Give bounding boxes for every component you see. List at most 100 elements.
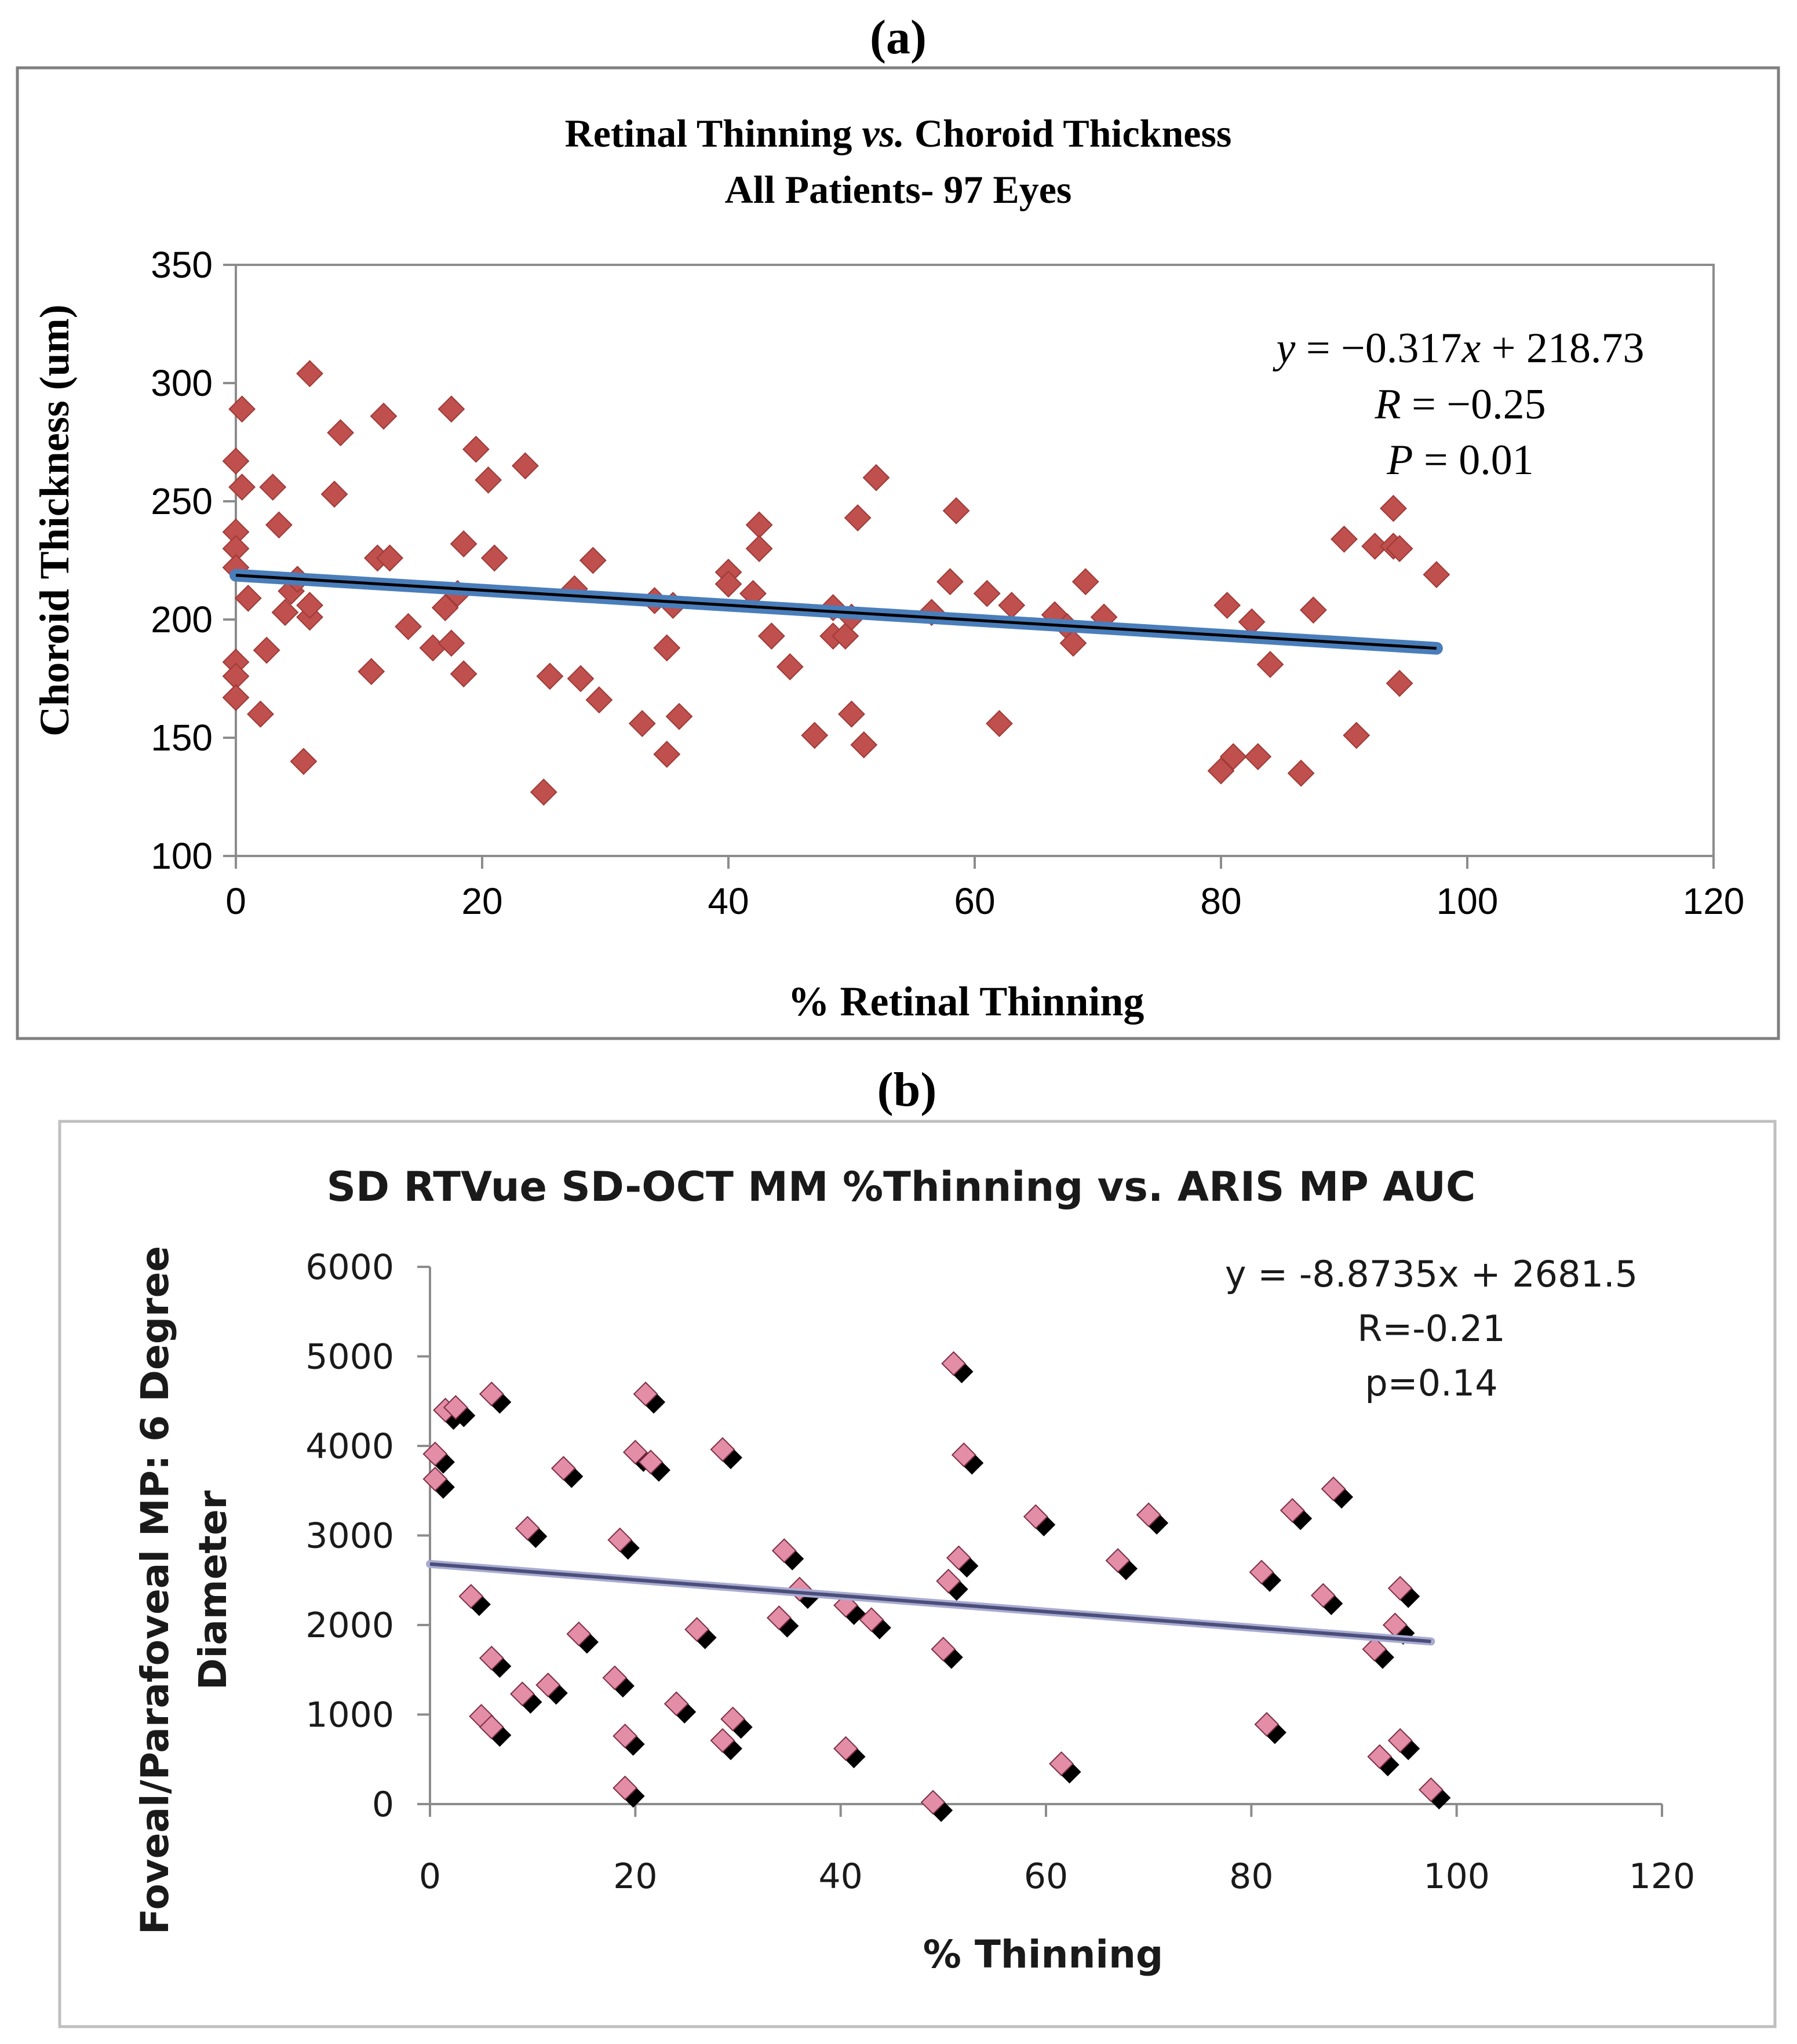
chart-a-point [715, 570, 742, 598]
chart-a-point [1071, 568, 1099, 596]
chart-a-point [222, 447, 250, 475]
chart-a-point [653, 634, 681, 662]
panel-a: (a) Retinal Thinning vs. Choroid Thickne… [16, 10, 1780, 1040]
chart-b-point [951, 1442, 976, 1467]
chart-a-point [431, 594, 459, 622]
chart-a-y-tick-label: 250 [151, 480, 213, 522]
chart-a-point [320, 480, 348, 508]
chart-a-point [585, 686, 613, 714]
chart-b-point [638, 1449, 664, 1475]
chart-b-point [1321, 1476, 1346, 1502]
chart-a-point [438, 629, 465, 657]
chart-a-point [475, 466, 502, 494]
chart-b-x-tick-label: 40 [818, 1856, 862, 1897]
chart-b-point [931, 1637, 956, 1662]
chart-a-point [801, 722, 829, 749]
chart-a-point [530, 778, 557, 806]
chart-a-point [536, 662, 564, 690]
chart-b-point [710, 1728, 735, 1753]
chart-a-point [1059, 629, 1087, 657]
chart-b-point [510, 1681, 535, 1707]
chart-a-point [579, 546, 607, 574]
chart-a-equation-line: y = −0.317x + 218.73 [1273, 325, 1645, 372]
chart-b-point [1254, 1712, 1280, 1737]
chart-a-point [376, 544, 404, 572]
panel-b-label: (b) [877, 1063, 937, 1117]
chart-a-point [259, 473, 287, 501]
chart-b-point [422, 1441, 448, 1467]
chart-b-title: SD RTVue SD-OCT MM %Thinning vs. ARIS MP… [327, 1163, 1476, 1211]
chart-a-point [1207, 757, 1235, 785]
chart-b-point [443, 1395, 468, 1420]
chart-a-point [438, 395, 465, 423]
chart-b-point [607, 1527, 633, 1553]
chart-b-x-tick-label: 60 [1024, 1856, 1068, 1897]
chart-a-x-tick-label: 80 [1200, 880, 1241, 922]
chart-b-equation-line: y = -8.8735x + 2681.5 [1225, 1253, 1638, 1295]
chart-b-frame [58, 1120, 1777, 2028]
chart-b-point [920, 1790, 946, 1815]
chart-b-point [941, 1351, 966, 1376]
chart-b-point [551, 1456, 576, 1481]
chart-b-point [1280, 1498, 1305, 1523]
chart-a-x-tick-label: 100 [1437, 880, 1499, 922]
chart-a-trendline-core [235, 574, 1437, 650]
chart-a-point [1386, 669, 1413, 697]
chart-a-point [942, 497, 970, 524]
chart-a-y-tick-label: 100 [151, 835, 213, 877]
chart-a-x-tick-label: 120 [1683, 880, 1745, 922]
chart-a-title-line2: All Patients- 97 Eyes [725, 167, 1072, 212]
chart-a-point [222, 684, 250, 712]
chart-b-x-tick-label: 100 [1423, 1856, 1490, 1897]
chart-b-y-tick-label: 3000 [305, 1516, 394, 1557]
chart-b-y-axis-title-line1: Foveal/Parafoveal MP: 6 Degree [133, 1246, 177, 1934]
chart-b-point [535, 1673, 561, 1697]
chart-b-equation-line: R=-0.21 [1357, 1307, 1505, 1350]
chart-b-point [936, 1568, 961, 1594]
chart-a-title-line1: Retinal Thinning vs. Choroid Thickness [565, 111, 1232, 155]
chart-b-x-axis-title: % Thinning [923, 1932, 1164, 1977]
chart-a-y-tick-label: 300 [151, 362, 213, 404]
chart-b-point [613, 1724, 638, 1748]
chart-b-y-tick-label: 1000 [305, 1695, 394, 1736]
chart-b-point [1249, 1560, 1274, 1585]
chart-b-y-tick-label: 5000 [305, 1337, 394, 1378]
chart-b-point [633, 1381, 658, 1407]
chart-a-point [653, 741, 681, 768]
chart-a-point [1343, 722, 1370, 749]
chart-a-point [850, 731, 878, 759]
chart-a-point [234, 584, 262, 612]
chart-a-point [665, 702, 693, 730]
chart-b-y-tick-label: 0 [372, 1784, 394, 1825]
chart-a-x-tick-label: 40 [708, 880, 749, 922]
chart-a-point [228, 473, 256, 501]
chart-a-point [1361, 533, 1389, 560]
chart-b-point [479, 1381, 504, 1407]
chart-a-point [862, 464, 890, 491]
chart-b-y-tick-label: 2000 [305, 1605, 394, 1646]
chart-b-point [1105, 1548, 1131, 1573]
chart-a-point [358, 658, 385, 686]
chart-b-point [602, 1665, 628, 1690]
chart-b-point [684, 1617, 710, 1642]
chart-a-point [844, 504, 872, 531]
chart-a-point [271, 599, 299, 626]
chart-a-point [567, 665, 595, 693]
chart-a-point [745, 535, 773, 563]
chart-a-point [247, 700, 274, 728]
chart-b-point [1362, 1637, 1387, 1662]
chart-a-point [628, 710, 656, 737]
chart-b-point [771, 1538, 797, 1564]
chart-a-point [253, 636, 280, 664]
chart-b-point [710, 1437, 735, 1462]
chart-a-y-tick-label: 200 [151, 599, 213, 640]
chart-a-x-tick-label: 20 [461, 880, 502, 922]
chart-b-point [833, 1736, 858, 1761]
chart-a-equation: y = −0.317x + 218.73 R = −0.25 P = 0.01 [1273, 325, 1645, 484]
chart-a-point [450, 530, 478, 558]
chart-a-point [1423, 561, 1450, 588]
chart-a-point [511, 452, 539, 480]
chart-b-point [622, 1440, 648, 1465]
chart-b-point [1367, 1744, 1393, 1769]
chart-b-y-tick-label: 6000 [305, 1247, 394, 1288]
